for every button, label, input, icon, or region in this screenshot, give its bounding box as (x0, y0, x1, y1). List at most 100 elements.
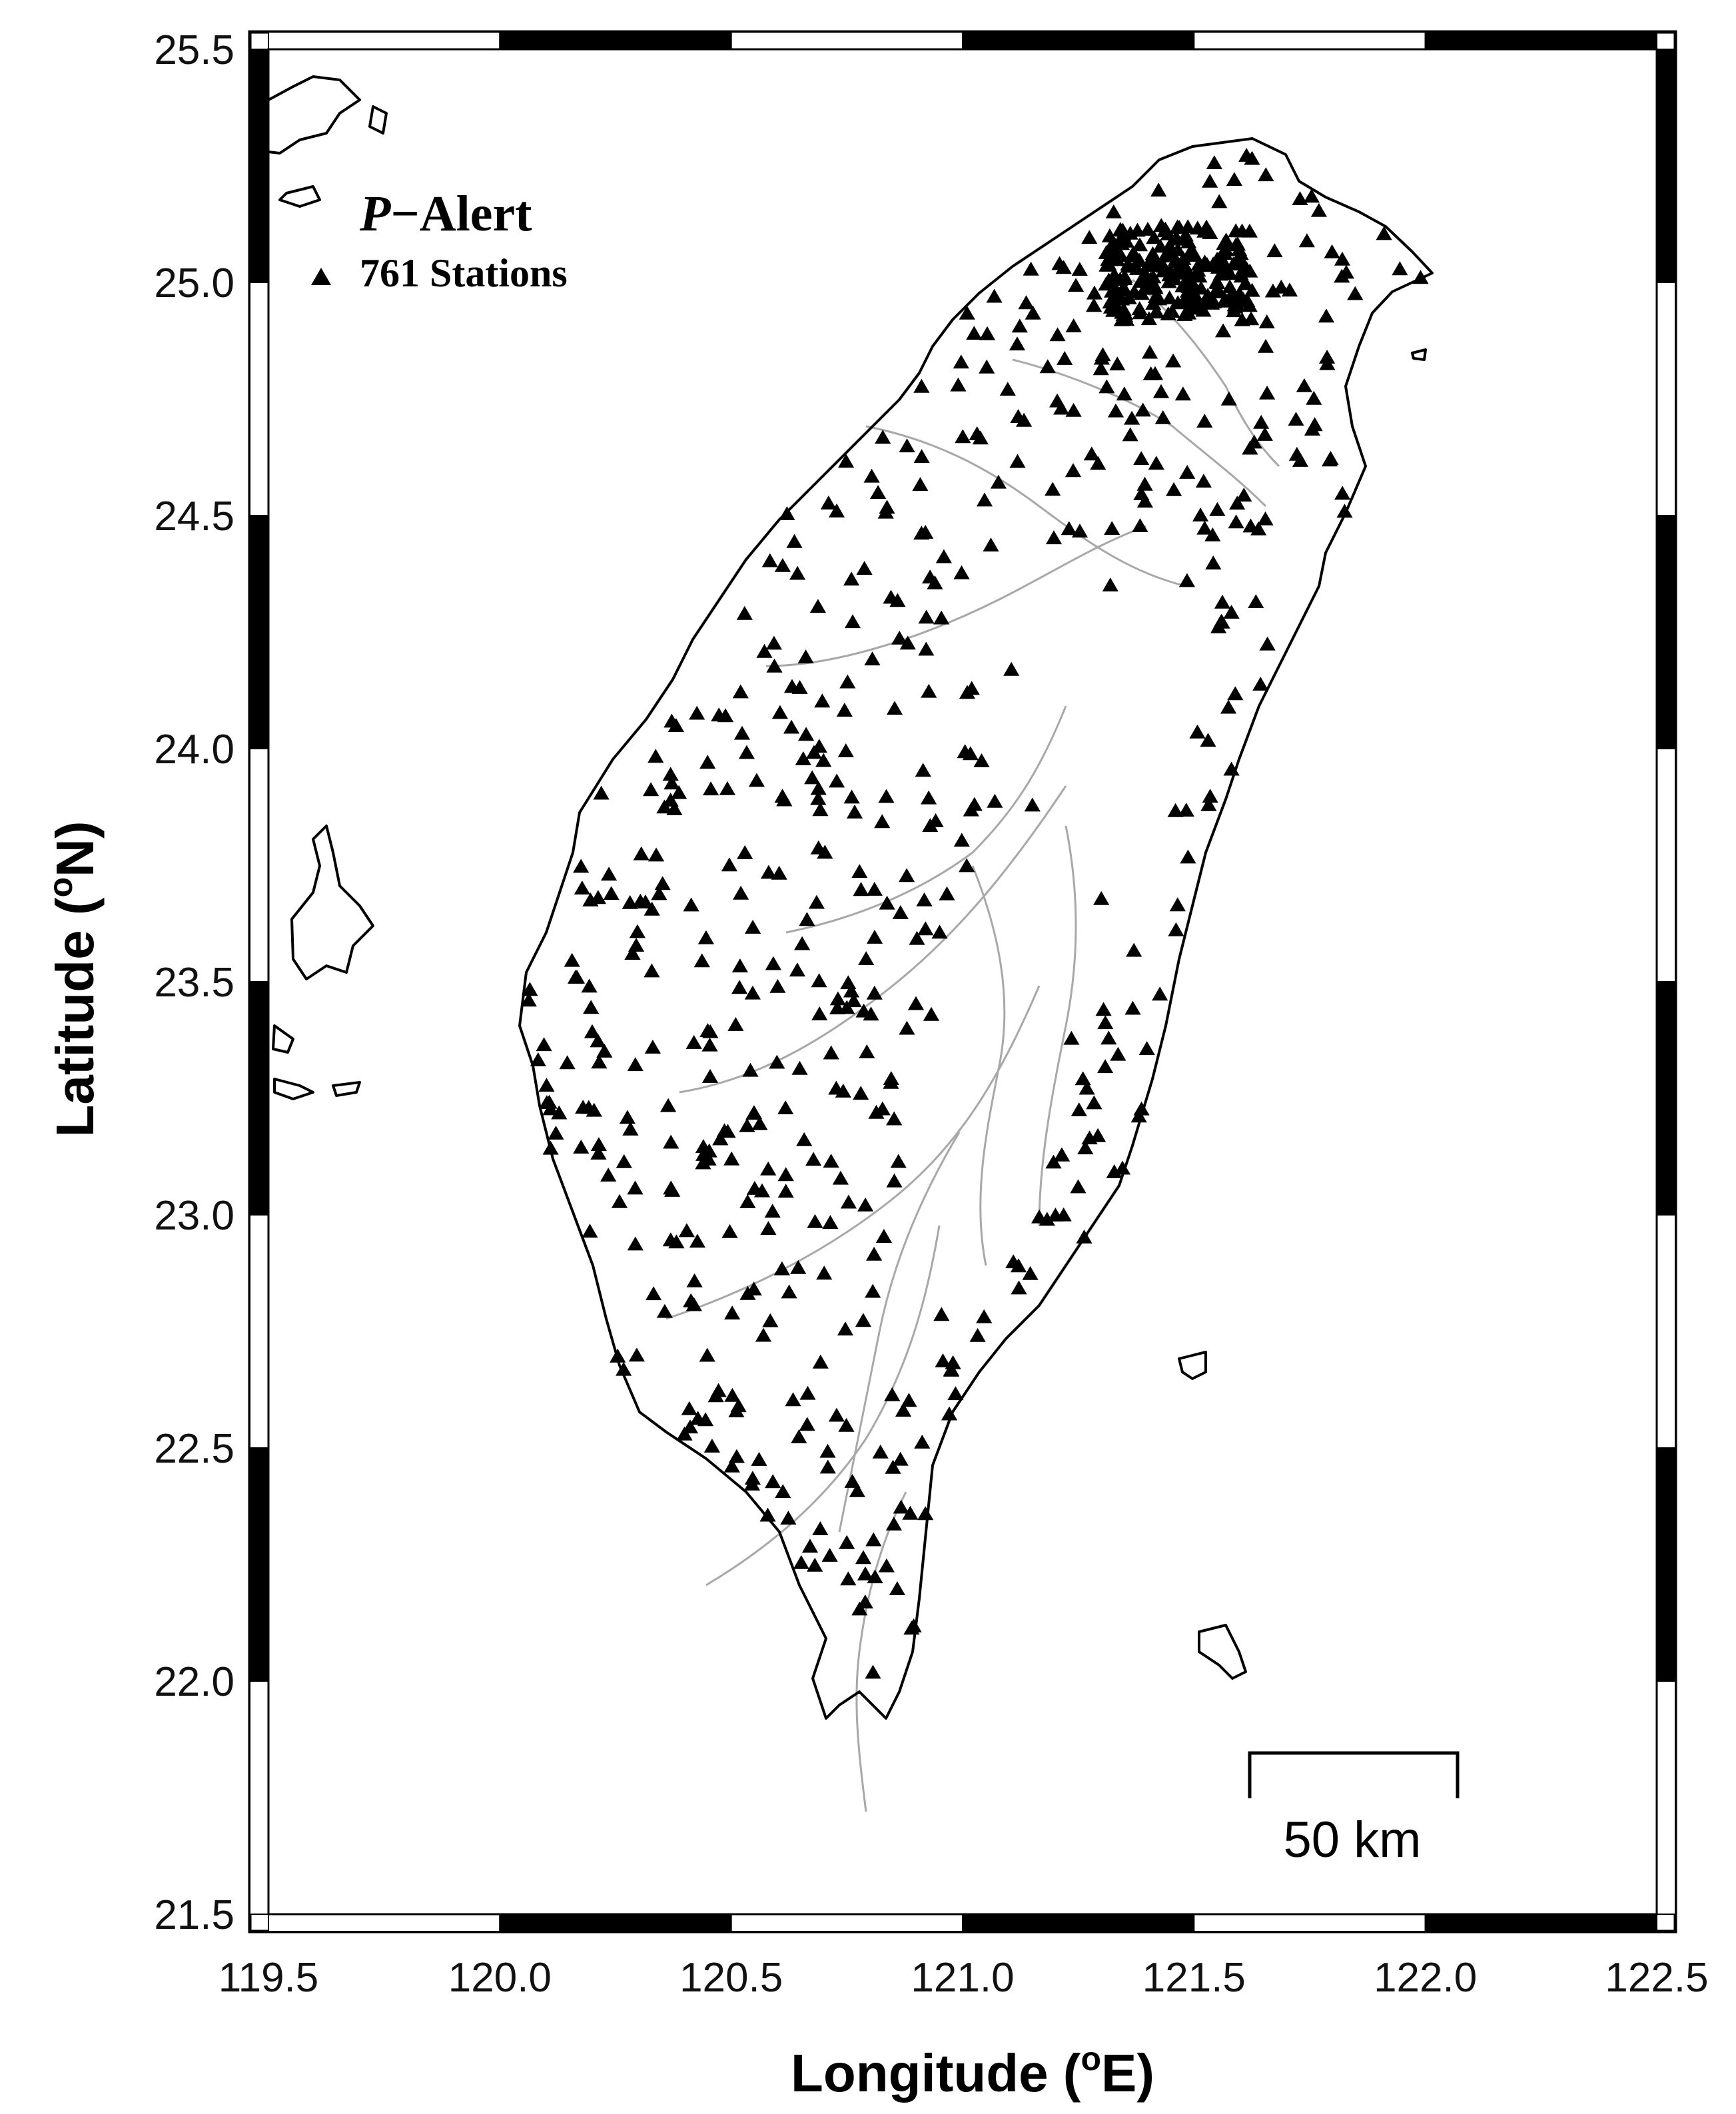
station-marker (791, 680, 808, 694)
station-marker (1258, 338, 1274, 353)
station-marker (685, 1035, 702, 1049)
station-marker (927, 575, 943, 589)
station-marker (1124, 410, 1140, 425)
station-marker (1053, 1147, 1070, 1162)
station-marker (1126, 942, 1142, 957)
station-marker (1116, 386, 1132, 401)
station-marker (591, 1054, 608, 1069)
station-marker (644, 901, 660, 916)
station-marker (723, 1151, 740, 1166)
station-marker (846, 805, 863, 819)
station-marker (969, 1327, 986, 1342)
station-marker (1018, 295, 1035, 310)
station-marker (1298, 233, 1315, 248)
border-bar-segment (499, 1914, 732, 1932)
station-marker (1178, 573, 1195, 587)
station-marker (844, 614, 861, 629)
station-marker (1158, 244, 1175, 259)
station-marker (837, 743, 854, 757)
station-marker (972, 430, 989, 445)
station-marker (1063, 1030, 1080, 1045)
station-marker (892, 1451, 909, 1466)
station-marker (819, 1459, 836, 1474)
station-marker (1216, 236, 1232, 250)
station-marker (1101, 228, 1118, 242)
station-marker (1022, 1265, 1039, 1280)
station-marker (1258, 314, 1275, 328)
station-marker (1180, 849, 1196, 864)
station-marker (1070, 1179, 1086, 1194)
station-marker (1102, 577, 1118, 591)
station-marker (1228, 514, 1244, 529)
station-marker (697, 930, 714, 944)
station-marker (1211, 194, 1228, 208)
station-marker (853, 882, 869, 896)
station-marker (1132, 518, 1148, 532)
station-marker (1115, 226, 1132, 241)
river-network (665, 278, 1280, 1812)
border-bar-segment (249, 282, 269, 516)
station-marker (1180, 278, 1197, 293)
station-marker (637, 894, 653, 908)
station-marker (1144, 246, 1161, 260)
station-marker (738, 745, 755, 759)
station-marker (681, 1401, 697, 1415)
station-marker (822, 1215, 839, 1230)
station-marker (1110, 1046, 1126, 1061)
station-marker (1167, 803, 1184, 817)
station-marker (590, 1137, 607, 1152)
station-marker (590, 1146, 607, 1160)
station-marker (828, 1407, 845, 1422)
station-marker (1106, 1164, 1122, 1178)
station-marker (668, 1234, 685, 1249)
station-marker (697, 1412, 714, 1427)
station-marker (1318, 308, 1335, 323)
station-marker (603, 886, 620, 900)
station-marker (1222, 279, 1238, 294)
station-marker (1237, 276, 1254, 290)
station-marker (568, 969, 586, 984)
station-marker (986, 288, 1003, 303)
station-marker (1071, 262, 1088, 276)
x-tick-label: 122.5 (1605, 1955, 1708, 2001)
station-marker (1246, 434, 1262, 449)
station-marker (783, 719, 800, 734)
station-marker (797, 649, 814, 663)
station-marker (1223, 605, 1240, 619)
station-marker (739, 1118, 755, 1132)
station-marker (1169, 231, 1186, 246)
station-marker (1117, 306, 1134, 320)
station-marker (1081, 230, 1098, 244)
station-marker (917, 1506, 934, 1521)
station-marker (1220, 699, 1237, 714)
border-bar-segment (249, 748, 269, 982)
station-marker (914, 1435, 931, 1449)
station-marker (807, 1214, 823, 1228)
station-marker (1152, 384, 1170, 398)
station-marker (1195, 474, 1212, 488)
station-marker (756, 643, 773, 658)
station-marker (1205, 555, 1222, 569)
station-marker (785, 1392, 801, 1407)
station-marker (1049, 327, 1066, 342)
station-marker (913, 449, 930, 464)
station-marker (683, 1293, 699, 1307)
station-marker (791, 1429, 807, 1443)
station-marker (742, 1062, 759, 1077)
station-marker (1124, 1000, 1141, 1015)
station-marker (815, 753, 832, 767)
station-marker (1047, 1208, 1064, 1222)
station-marker (1192, 280, 1210, 295)
station-marker (1057, 351, 1073, 365)
station-marker (811, 1006, 828, 1020)
station-marker (1303, 188, 1320, 203)
station-marker (1114, 1160, 1131, 1175)
border-bar-segment (1656, 1680, 1676, 1915)
station-marker (1200, 288, 1216, 302)
station-marker (1178, 803, 1194, 817)
station-marker (979, 359, 995, 374)
station-marker (1244, 282, 1260, 297)
station-marker (662, 793, 679, 807)
station-marker (931, 924, 948, 939)
station-marker (764, 1204, 781, 1218)
